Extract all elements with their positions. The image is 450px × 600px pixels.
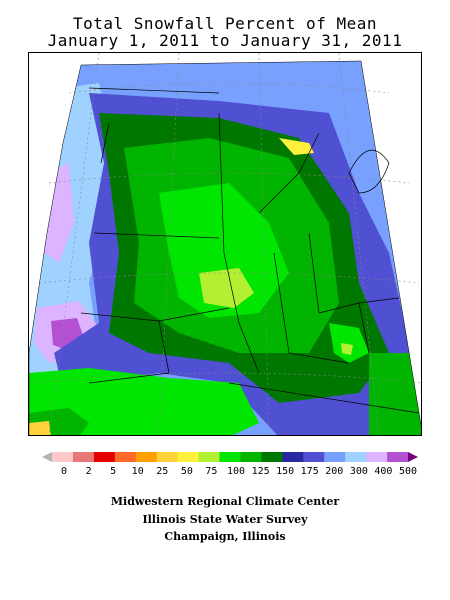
legend-label: 150: [276, 466, 294, 477]
region-50-75-east: [341, 343, 353, 355]
legend-label: 175: [301, 466, 319, 477]
snowfall-fill-layer: [29, 61, 421, 435]
legend-arrow-high: [408, 452, 418, 462]
map-date-range: January 1, 2011 to January 31, 2011: [47, 31, 403, 50]
credit-line-1: Midwestern Regional Climate Center: [110, 495, 340, 508]
legend-swatch: [387, 452, 409, 462]
legend-swatch: [93, 452, 116, 462]
map-title: Total Snowfall Percent of Mean: [73, 14, 377, 33]
legend-swatch: [156, 452, 179, 462]
region-75-100-south: [29, 368, 259, 435]
color-legend: 0 2 5 10 25 50 75 100 125 150 175 200 300 400 500: [40, 448, 420, 488]
legend-label: 0: [61, 466, 67, 477]
legend-swatch: [72, 452, 95, 462]
legend-label: 50: [181, 466, 193, 477]
color-legend-svg: 0 2 5 10 25 50 75 100 125 150 175 200 300 400 500: [42, 452, 418, 477]
state-boundaries: [80, 87, 420, 414]
region-25-50-north: [279, 138, 314, 155]
region-100-125-east: [369, 353, 421, 435]
credit-line-2: Illinois State Water Survey: [142, 513, 308, 526]
legend-swatch: [366, 452, 388, 462]
legend-label: 2: [86, 466, 92, 477]
legend-label: 500: [399, 466, 417, 477]
legend-swatch: [114, 452, 137, 462]
domain-outline: [29, 60, 421, 435]
credit-line-3: Champaign, Illinois: [164, 530, 286, 543]
region-75-100-east: [329, 323, 369, 363]
legend-label: 300: [350, 466, 368, 477]
legend-label: 25: [156, 466, 168, 477]
legend-label: 125: [252, 466, 270, 477]
legend-swatch: [52, 452, 74, 462]
region-25-50-south: [29, 421, 51, 435]
legend-swatch: [135, 452, 158, 462]
legend-swatch: [261, 452, 283, 462]
legend-arrow-low: [42, 452, 52, 462]
legend-swatch: [282, 452, 304, 462]
legend-label: 5: [110, 466, 116, 477]
legend-label: 200: [325, 466, 343, 477]
snowfall-map-svg: [29, 53, 421, 435]
legend-swatch: [240, 452, 262, 462]
legend-label: 10: [132, 466, 144, 477]
legend-swatch: [345, 452, 367, 462]
legend-label: 400: [374, 466, 392, 477]
legend-swatch: [303, 452, 325, 462]
snowfall-map: [28, 52, 422, 436]
legend-swatch: [324, 452, 346, 462]
legend-swatch: [177, 452, 200, 462]
legend-swatch: [198, 452, 221, 462]
legend-label: 100: [227, 466, 245, 477]
region-50-75: [199, 268, 254, 308]
legend-swatch: [219, 452, 241, 462]
legend-label: 75: [205, 466, 217, 477]
